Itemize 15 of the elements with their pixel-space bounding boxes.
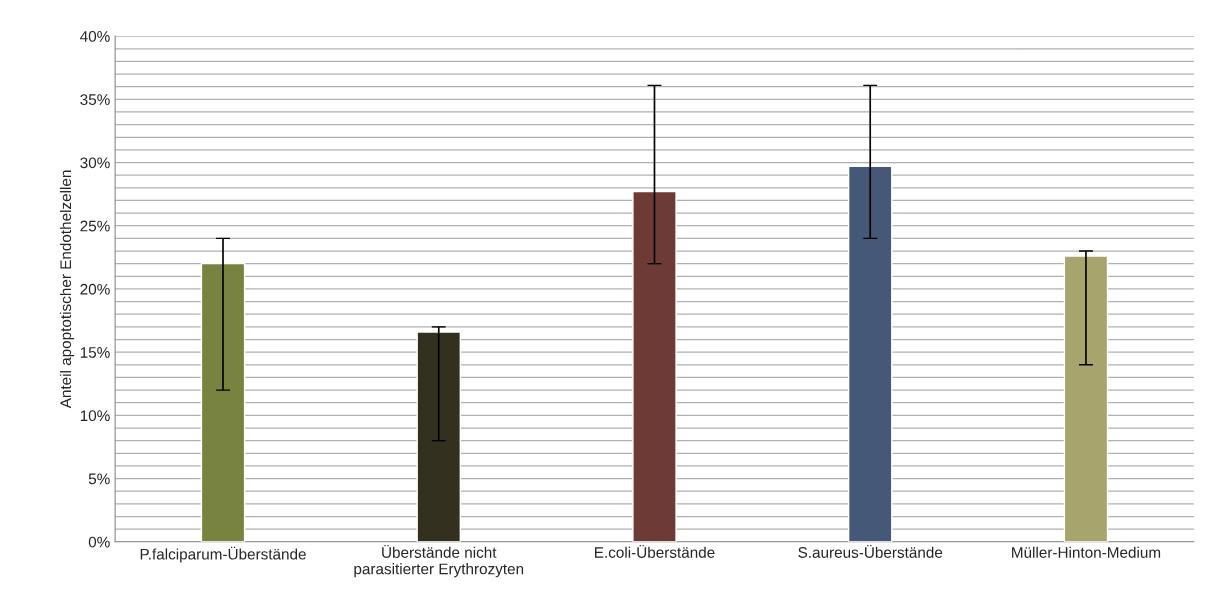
x-tick-label: P.falciparum-Überstände	[140, 546, 306, 563]
y-tick-label: 20%	[80, 283, 110, 295]
y-tick-label: 5%	[88, 473, 110, 485]
x-tick-label: Überstände nicht parasitierter Erythrozyten	[354, 544, 524, 578]
x-tick-label: E.coli-Überstände	[595, 544, 715, 558]
y-tick-label: 15%	[80, 347, 110, 358]
y-tick-label: 35%	[80, 94, 110, 106]
y-tick-label: 25%	[80, 220, 110, 232]
y-axis-title: Anteil apoptotischer Endothelzellen	[59, 170, 75, 409]
y-tick-label: 0%	[88, 536, 110, 548]
y-tick-label: 30%	[80, 157, 110, 169]
x-tick-label: S.aureus-Überstände	[798, 544, 943, 558]
y-tick-label: 40%	[80, 30, 110, 42]
y-tick-label: 10%	[80, 410, 110, 422]
x-tick-label: Müller-Hinton-Medium	[1012, 546, 1161, 558]
